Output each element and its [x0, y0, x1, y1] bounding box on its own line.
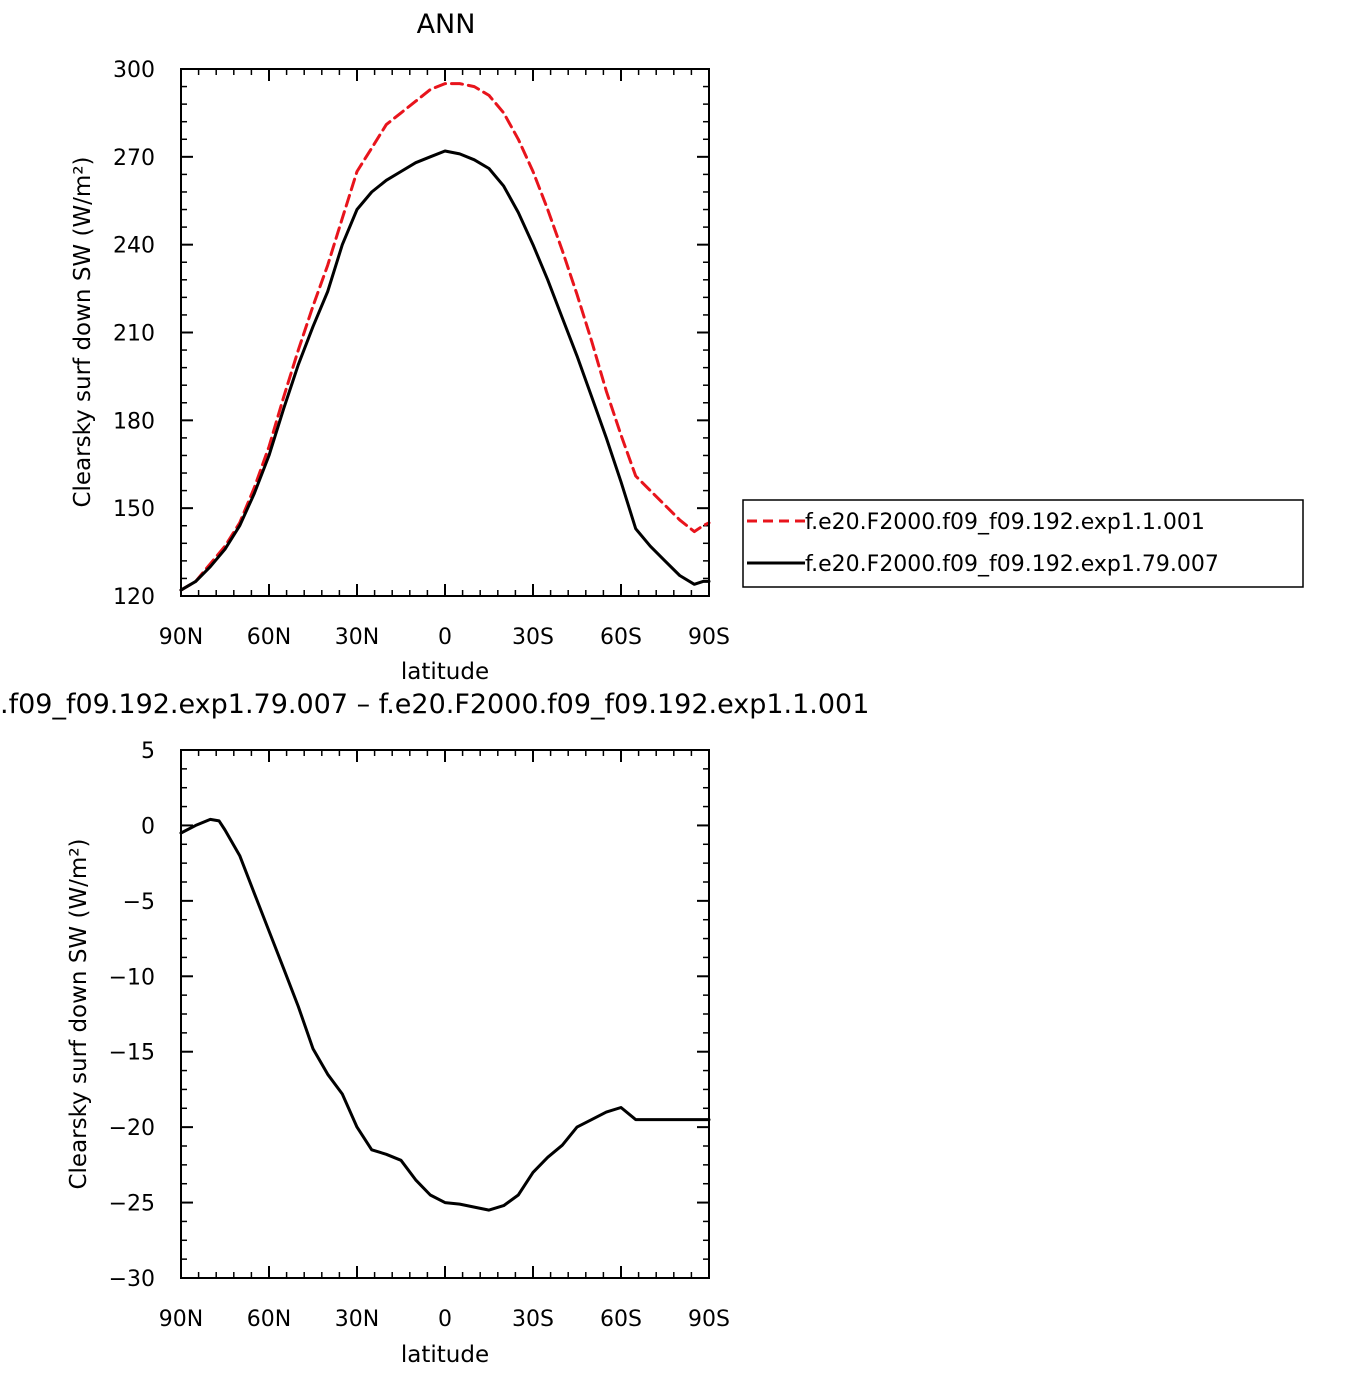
- bottom-plot-title: .f09_f09.192.exp1.79.007 – f.e20.F2000.f…: [0, 689, 869, 720]
- x-tick-label: 30S: [512, 625, 554, 650]
- top-x-tick-labels: 90N 60N 30N 0 30S 60S 90S: [159, 625, 730, 650]
- legend-label-series-2: f.e20.F2000.f09_f09.192.exp1.79.007: [805, 552, 1219, 577]
- bottom-panel: .f09_f09.192.exp1.79.007 – f.e20.F2000.f…: [0, 689, 869, 1368]
- legend-box: [742, 499, 1304, 588]
- y-tick-label: −30: [109, 1267, 155, 1292]
- x-tick-label: 30N: [335, 1307, 379, 1332]
- y-tick-label: −20: [109, 1116, 155, 1141]
- bottom-x-axis-title: latitude: [401, 1342, 489, 1368]
- y-tick-label: −25: [109, 1192, 155, 1217]
- y-tick-label: 180: [113, 409, 155, 434]
- x-tick-label: 90N: [159, 625, 203, 650]
- x-tick-label: 30S: [512, 1307, 554, 1332]
- y-tick-label: 210: [113, 322, 155, 347]
- x-tick-label: 90N: [159, 1307, 203, 1332]
- legend-label-series-1: f.e20.F2000.f09_f09.192.exp1.1.001: [805, 510, 1205, 535]
- top-series-lines: [179, 82, 711, 592]
- top-series-line-2: [179, 149, 711, 592]
- bottom-x-tick-labels: 90N 60N 30N 0 30S 60S 90S: [159, 1307, 730, 1332]
- legend: f.e20.F2000.f09_f09.192.exp1.1.001 f.e20…: [742, 499, 1304, 588]
- bottom-plot-frame: [180, 749, 710, 1279]
- x-tick-label: 60S: [600, 1307, 642, 1332]
- bot-series-line-1: [179, 817, 711, 1212]
- top-y-tick-labels: 120 150 180 210 240 270 300: [113, 58, 155, 610]
- y-tick-label: −5: [123, 890, 155, 915]
- y-tick-label: −10: [109, 965, 155, 990]
- top-plot-frame: [180, 68, 710, 597]
- x-tick-label: 60S: [600, 625, 642, 650]
- top-plot-title: ANN: [417, 9, 476, 40]
- y-tick-label: 0: [141, 814, 155, 839]
- y-tick-label: −15: [109, 1041, 155, 1066]
- x-tick-label: 60N: [247, 625, 291, 650]
- y-tick-label: 5: [141, 739, 155, 764]
- x-tick-label: 0: [438, 625, 452, 650]
- y-tick-label: 150: [113, 497, 155, 522]
- bottom-y-tick-labels: −30 −25 −20 −15 −10 −5 0 5: [109, 739, 155, 1292]
- top-axis-ticks: [180, 68, 710, 597]
- x-tick-label: 90S: [688, 625, 730, 650]
- top-series-line-1: [179, 82, 711, 592]
- y-tick-label: 120: [113, 585, 155, 610]
- y-tick-label: 240: [113, 234, 155, 259]
- y-tick-label: 270: [113, 146, 155, 171]
- x-tick-label: 90S: [688, 1307, 730, 1332]
- top-panel: ANN 90N 60N 30N 0 30S 60S 90S 120 150 180 210 240 2…: [70, 9, 730, 685]
- y-tick-label: 300: [113, 58, 155, 83]
- top-y-axis-title: Clearsky surf down SW (W/m²): [70, 156, 96, 507]
- x-tick-label: 60N: [247, 1307, 291, 1332]
- bottom-axis-ticks: [180, 749, 710, 1279]
- bottom-y-axis-title: Clearsky surf down SW (W/m²): [66, 838, 92, 1189]
- x-tick-label: 0: [438, 1307, 452, 1332]
- bottom-series-lines: [179, 817, 711, 1212]
- top-x-axis-title: latitude: [401, 659, 489, 685]
- x-tick-label: 30N: [335, 625, 379, 650]
